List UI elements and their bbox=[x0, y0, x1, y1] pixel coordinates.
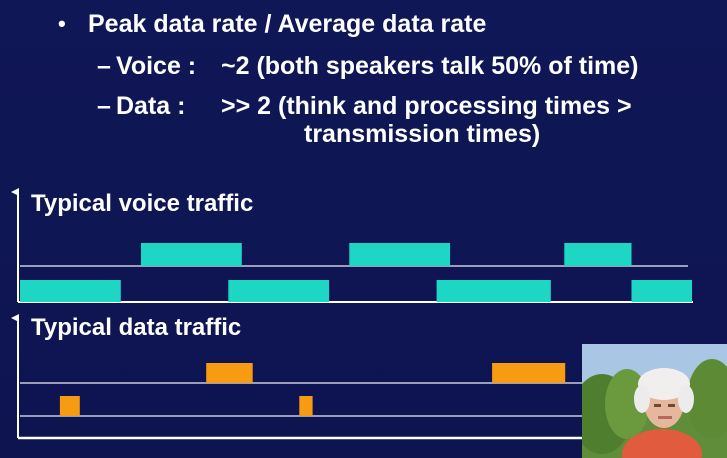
data-sub-dash: – bbox=[97, 92, 111, 120]
data-top-burst-1 bbox=[206, 363, 253, 383]
voice-bottom-burst-4 bbox=[631, 280, 692, 302]
bullet-heading: Peak data rate / Average data rate bbox=[88, 10, 487, 38]
voice-bottom-burst-1 bbox=[20, 280, 121, 302]
bullet-marker: • bbox=[58, 11, 66, 36]
voice-sub-text: ~2 (both speakers talk 50% of time) bbox=[221, 52, 639, 80]
data-sub-text: >> 2 (think and processing times > bbox=[221, 92, 632, 120]
voice-sub-label: Voice : bbox=[116, 52, 197, 80]
data-sub-label: Data : bbox=[116, 92, 186, 120]
data-traffic-title: Typical data traffic bbox=[31, 314, 242, 341]
voice-speaker-top-bursts bbox=[141, 243, 632, 266]
presenter-video-icon bbox=[582, 344, 727, 458]
voice-top-burst-2 bbox=[349, 243, 451, 266]
data-flow-top-bursts bbox=[206, 363, 566, 383]
voice-traffic-title: Typical voice traffic bbox=[31, 190, 254, 217]
voice-top-burst-3 bbox=[564, 243, 632, 266]
voice-top-burst-1 bbox=[141, 243, 242, 266]
data-top-burst-2 bbox=[492, 363, 566, 383]
voice-sub-dash: – bbox=[97, 52, 111, 80]
voice-speaker-bottom-bursts bbox=[20, 280, 692, 302]
data-bottom-burst-1 bbox=[59, 396, 80, 416]
data-flow-bottom-bursts bbox=[59, 396, 313, 416]
voice-bottom-burst-2 bbox=[228, 280, 330, 302]
data-sub-continuation: transmission times) bbox=[304, 120, 541, 148]
data-bottom-burst-2 bbox=[299, 396, 313, 416]
voice-bottom-burst-3 bbox=[436, 280, 551, 302]
